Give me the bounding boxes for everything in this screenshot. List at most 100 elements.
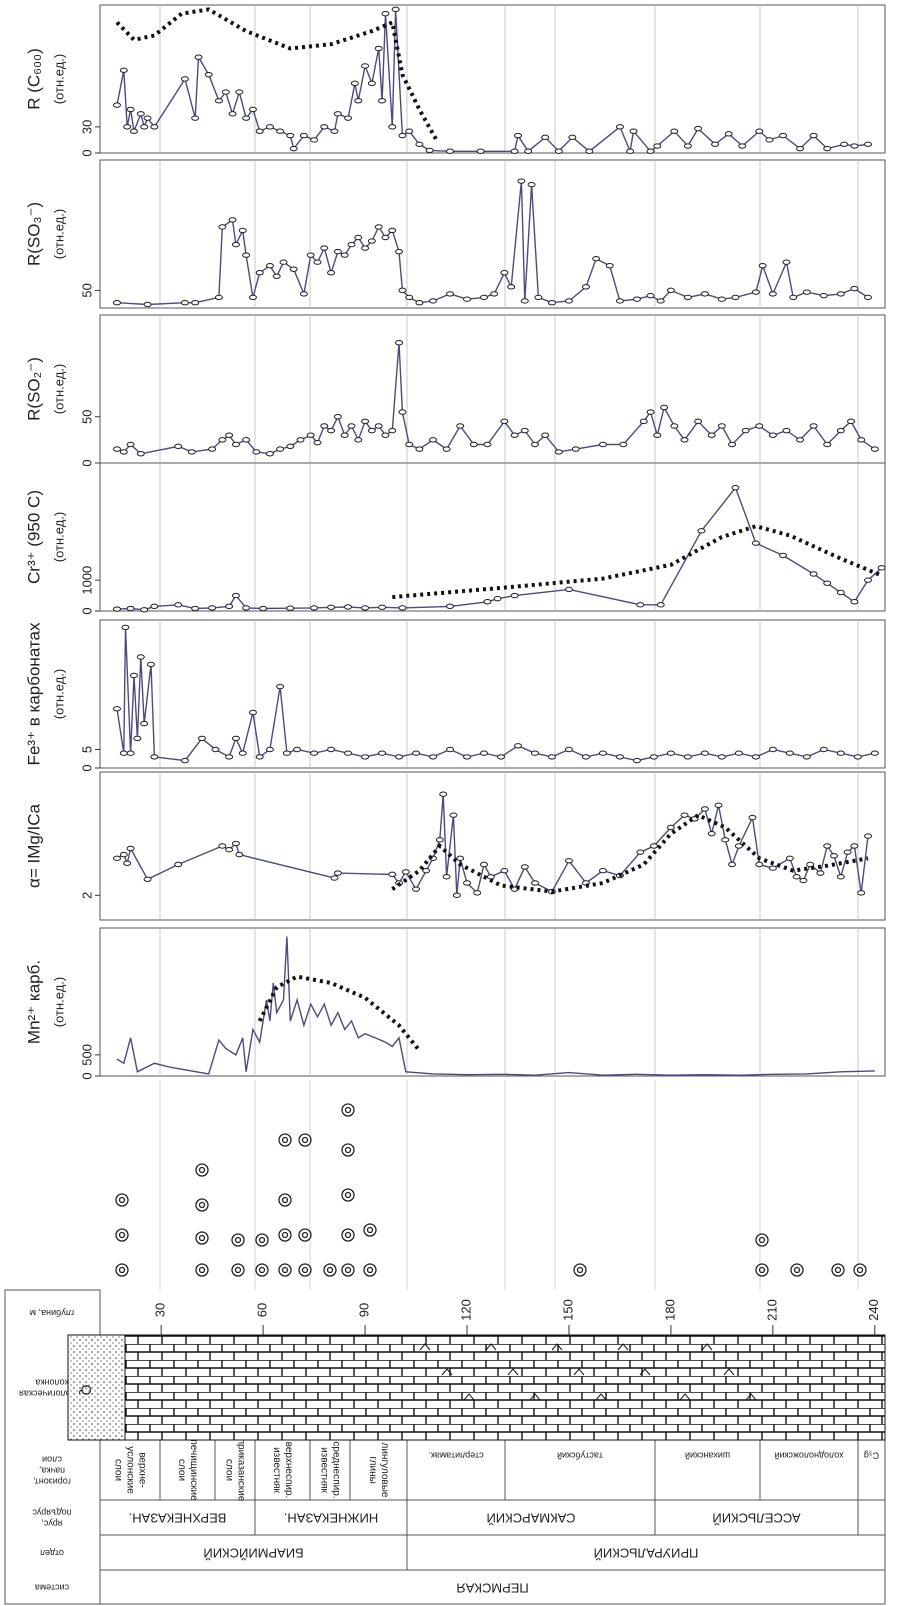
data-point [126,106,135,113]
y-axis-units: (отн.ед.) [51,209,66,260]
data-point [636,602,645,608]
data-point [534,294,543,301]
data-point [129,672,138,679]
horizon-label: известняк [318,1447,329,1493]
data-point [388,871,397,878]
data-point [133,735,142,742]
y-tick-label: 50 [79,410,94,424]
data-point [361,754,370,760]
data-point [728,861,737,868]
data-point [354,437,363,443]
data-point [415,141,424,147]
data-point [707,830,716,837]
data-point [327,604,336,610]
data-point [632,757,641,764]
data-point [265,263,274,269]
data-point [734,750,743,756]
data-point [231,840,240,847]
data-line [116,181,869,306]
fossil-icon [326,1266,334,1274]
data-point [446,291,455,297]
data-point [344,115,353,121]
row-label: пачка, [39,1466,65,1476]
data-point [191,605,200,612]
data-point [748,814,757,821]
horizon-label: верхне- [136,1452,147,1488]
data-point [823,145,832,152]
trend-line [391,812,869,894]
lithology-hatch [723,1368,735,1376]
data-point [809,132,818,139]
data-point [442,446,451,452]
row-label: горизонт, [33,1477,71,1487]
fossil-icon [301,1231,309,1239]
plot-frame [99,927,886,1077]
data-point [694,125,703,132]
data-point [136,654,145,660]
data-point [129,128,138,134]
fossil-icon [198,1266,206,1274]
fossil-icon [831,1263,845,1277]
stage-label: САКМАРСКИЙ [486,1511,575,1526]
data-point [140,607,149,613]
data-point [768,865,777,871]
data-point [221,89,230,95]
data-point [374,423,383,429]
data-point [391,6,400,13]
data-point [435,837,444,843]
lithology-hatch [441,1368,453,1376]
data-point [779,132,788,139]
fossil-icon [298,1228,312,1242]
fossil-icon [344,1231,352,1239]
data-point [864,294,873,301]
data-point [490,291,499,297]
row-label: глубина, м [30,1308,74,1318]
lithology-hatch [573,1368,585,1376]
data-point [405,128,414,134]
data-point [619,441,628,448]
data-point [121,624,130,631]
y-axis-label: Mn²⁺ карб. [24,960,43,1044]
data-point [520,298,529,304]
data-point [381,432,390,438]
data-point [581,284,590,290]
data-point [174,861,183,868]
data-point [140,720,149,727]
data-point [670,128,679,134]
data-point [520,427,529,434]
data-point [731,294,740,301]
data-point [724,131,733,137]
data-point [194,54,203,60]
data-point [870,446,879,452]
data-point [354,234,363,241]
horizon-label: среднеспир. [330,1441,341,1498]
data-point [398,287,407,294]
data-point [276,683,285,690]
data-point [248,106,257,113]
lithology-hatch [617,1343,629,1351]
fossil-icon [793,1266,801,1274]
data-point [146,661,155,668]
data-point [191,115,200,121]
data-point [785,750,794,756]
y-tick-label: 5 [79,746,94,753]
data-point [388,227,397,234]
data-point [231,241,240,248]
y-axis-label: R(SO₂⁻) [24,357,43,421]
data-point [547,300,556,306]
fossil-icon [115,1228,129,1242]
data-point [259,605,268,612]
depth-tick-label: 240 [866,1299,881,1321]
data-point [517,178,526,184]
data-point [422,867,431,874]
data-point [850,843,859,849]
data-point [327,270,336,276]
data-point [119,750,128,756]
data-point [836,589,845,596]
lithology-hatch [529,1393,541,1401]
data-point [306,432,315,438]
fossil-icon [118,1266,126,1274]
data-point [738,143,747,149]
data-point [785,855,794,862]
data-point [255,128,264,134]
